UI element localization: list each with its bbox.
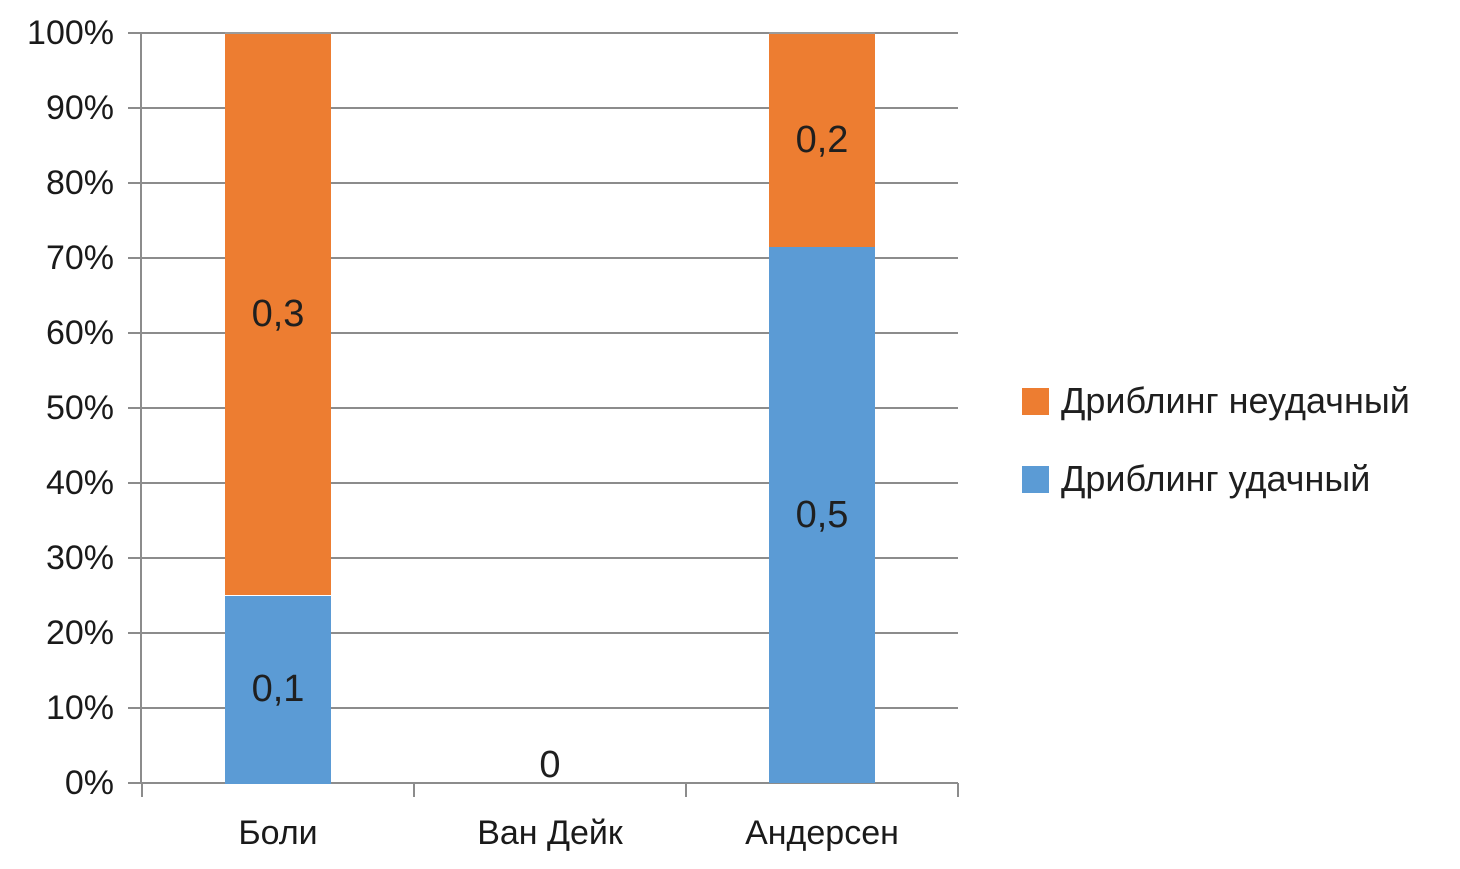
data-label: 0,5 bbox=[795, 494, 849, 536]
category-label: Андерсен bbox=[745, 814, 899, 852]
y-gridline bbox=[128, 407, 958, 409]
x-axis-tick bbox=[957, 783, 959, 797]
x-axis-tick bbox=[413, 783, 415, 797]
data-label: 0,1 bbox=[251, 668, 305, 710]
data-label-zero: 0 bbox=[539, 744, 561, 786]
legend: Дриблинг неудачный Дриблинг удачный bbox=[1022, 381, 1410, 499]
segment-divider bbox=[769, 32, 875, 34]
x-axis-tick bbox=[685, 783, 687, 797]
y-axis-label: 80% bbox=[45, 164, 114, 202]
legend-item-dribbling-successful: Дриблинг удачный bbox=[1022, 459, 1410, 499]
legend-swatch-blue-icon bbox=[1022, 465, 1049, 493]
y-gridline bbox=[128, 632, 958, 634]
y-axis-label: 30% bbox=[45, 539, 114, 577]
y-axis-label: 90% bbox=[45, 89, 114, 127]
data-label: 0,3 bbox=[251, 293, 305, 335]
category-label: Ван Дейк bbox=[477, 814, 623, 852]
legend-swatch-orange-icon bbox=[1022, 387, 1049, 415]
legend-label-dribbling-successful: Дриблинг удачный bbox=[1061, 458, 1371, 499]
y-axis-label: 0% bbox=[64, 764, 114, 802]
y-axis-label: 20% bbox=[45, 614, 114, 652]
y-axis-label: 50% bbox=[45, 389, 114, 427]
y-axis-label: 100% bbox=[27, 14, 114, 52]
y-axis-line bbox=[140, 33, 142, 783]
data-label: 0,2 bbox=[795, 119, 849, 161]
bar-segment-unsuccessful bbox=[225, 33, 331, 595]
y-axis-label: 60% bbox=[45, 314, 114, 352]
bar-segment-unsuccessful bbox=[769, 33, 875, 247]
y-gridline bbox=[128, 182, 958, 184]
y-gridline bbox=[128, 332, 958, 334]
y-axis-label: 10% bbox=[45, 689, 114, 727]
y-gridline bbox=[128, 557, 958, 559]
y-axis-label: 70% bbox=[45, 239, 114, 277]
y-gridline bbox=[128, 482, 958, 484]
segment-divider bbox=[225, 32, 331, 34]
bar-segment-successful bbox=[225, 596, 331, 784]
category-label: Боли bbox=[238, 814, 318, 852]
y-gridline bbox=[128, 107, 958, 109]
y-gridline bbox=[128, 707, 958, 709]
y-axis-label: 40% bbox=[45, 464, 114, 502]
legend-item-dribbling-unsuccessful: Дриблинг неудачный bbox=[1022, 381, 1410, 421]
y-gridline bbox=[128, 257, 958, 259]
legend-label-dribbling-unsuccessful: Дриблинг неудачный bbox=[1061, 380, 1410, 421]
x-axis-tick bbox=[141, 783, 143, 797]
bar-segment-successful bbox=[769, 247, 875, 783]
y-gridline bbox=[128, 782, 958, 784]
y-gridline bbox=[128, 32, 958, 34]
